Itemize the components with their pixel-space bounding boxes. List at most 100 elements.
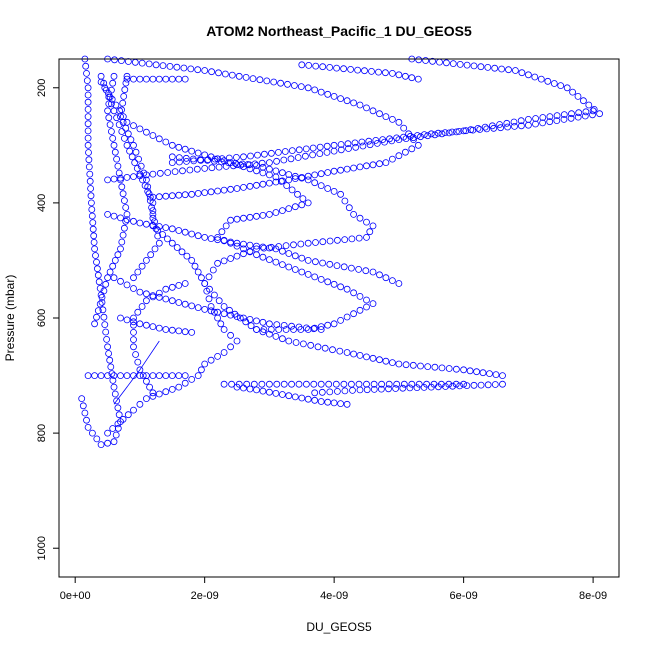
data-point [341,236,349,244]
data-point [356,306,364,314]
data-point [329,346,336,354]
data-point [130,173,137,181]
data-point [84,141,92,149]
data-point [582,108,590,116]
data-point [393,380,401,388]
data-point [110,383,118,391]
data-point [93,435,101,443]
data-point [130,343,137,351]
data-point [438,364,446,372]
data-point [317,275,325,283]
data-point [151,245,159,253]
data-point [265,159,273,167]
data-point [136,320,144,328]
data-point [201,164,209,172]
data-point [369,222,377,230]
data-point [117,372,124,380]
data-point [574,93,582,100]
data-point [497,124,505,132]
data-point [278,261,286,269]
data-point [294,190,301,198]
data-point [115,169,123,177]
data-point [105,350,112,357]
data-point [273,380,281,388]
data-point [111,256,119,264]
data-point [400,380,408,388]
data-point [208,164,216,172]
data-point [240,245,247,253]
data-point [382,113,390,120]
data-point [347,264,355,272]
data-point [124,411,132,419]
data-point [343,313,351,321]
data-point [102,86,110,94]
data-point [246,315,254,323]
data-point [91,320,98,328]
data-point [281,148,289,155]
data-point [93,258,100,266]
data-point [366,228,374,236]
data-point [402,135,410,143]
data-point [188,230,196,238]
data-point [401,148,409,156]
data-point [265,388,273,396]
data-point [362,267,370,275]
data-point [113,114,120,122]
data-point [337,166,345,174]
data-point [333,387,341,395]
data-point [278,247,286,255]
data-point [429,57,436,65]
data-point [265,256,273,264]
data-point [138,303,146,310]
data-point [115,121,123,128]
data-point [288,147,296,155]
data-point [164,169,172,176]
data-point [365,137,373,145]
data-point [282,242,290,250]
data-point [311,258,319,266]
data-point [288,186,296,194]
data-point [149,389,157,397]
data-point [273,157,281,165]
data-point [340,263,348,271]
data-point [254,151,261,159]
data-point [91,245,98,253]
data-point [197,274,205,282]
data-point [106,268,114,276]
data-point [142,321,150,329]
data-point [175,383,183,391]
data-point [259,180,267,188]
data-point [242,74,250,81]
data-point [100,79,108,87]
data-point [84,423,92,431]
data-point [220,237,228,245]
data-point [155,372,163,380]
y-axis-label: Pressure (mbar) [3,275,17,362]
data-point [376,160,383,168]
data-point [363,104,370,112]
data-point [155,390,163,398]
data-point [272,209,280,216]
data-point [232,153,240,161]
data-point [349,386,356,394]
data-point [388,359,396,367]
data-point [449,60,457,67]
data-point [181,328,189,336]
data-point [499,372,506,380]
data-point [233,252,241,260]
data-point [87,185,94,192]
data-point [201,305,209,313]
data-point [90,238,98,246]
data-point [118,238,126,246]
data-point [343,97,351,105]
data-point [278,169,286,177]
data-point [581,112,589,120]
data-point [517,117,525,125]
data-point [197,366,205,374]
data-point [168,239,176,247]
data-point [430,380,438,388]
data-point [111,56,118,64]
data-point [194,232,202,240]
data-point [574,113,582,121]
data-point [148,204,156,211]
